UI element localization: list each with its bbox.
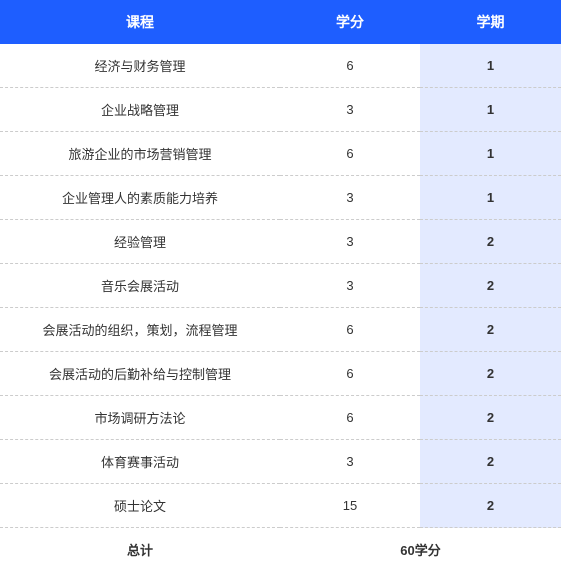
- table-row: 旅游企业的市场营销管理61: [0, 132, 561, 176]
- cell-semester: 1: [420, 88, 561, 132]
- table-row: 硕士论文152: [0, 484, 561, 528]
- table-row: 会展活动的组织，策划，流程管理62: [0, 308, 561, 352]
- table-row: 市场调研方法论62: [0, 396, 561, 440]
- cell-credit: 6: [280, 308, 420, 352]
- cell-credit: 6: [280, 396, 420, 440]
- cell-course: 音乐会展活动: [0, 264, 280, 308]
- course-table: 课程 学分 学期 经济与财务管理61企业战略管理31旅游企业的市场营销管理61企…: [0, 0, 561, 571]
- cell-credit: 6: [280, 44, 420, 88]
- table-row: 企业战略管理31: [0, 88, 561, 132]
- cell-semester: 2: [420, 264, 561, 308]
- cell-semester: 2: [420, 308, 561, 352]
- cell-credit: 3: [280, 88, 420, 132]
- cell-credit: 3: [280, 176, 420, 220]
- table-header-row: 课程 学分 学期: [0, 0, 561, 44]
- cell-course: 会展活动的组织，策划，流程管理: [0, 308, 280, 352]
- table-row: 会展活动的后勤补给与控制管理62: [0, 352, 561, 396]
- cell-course: 硕士论文: [0, 484, 280, 528]
- cell-course: 经济与财务管理: [0, 44, 280, 88]
- header-credit: 学分: [280, 0, 420, 44]
- cell-semester: 1: [420, 176, 561, 220]
- header-course: 课程: [0, 0, 280, 44]
- table-row: 经济与财务管理61: [0, 44, 561, 88]
- cell-semester: 1: [420, 132, 561, 176]
- cell-course: 体育赛事活动: [0, 440, 280, 484]
- cell-credit: 15: [280, 484, 420, 528]
- cell-credit: 6: [280, 132, 420, 176]
- total-label: 总计: [0, 528, 280, 571]
- cell-semester: 2: [420, 396, 561, 440]
- cell-credit: 3: [280, 220, 420, 264]
- table-row: 体育赛事活动32: [0, 440, 561, 484]
- table-row: 企业管理人的素质能力培养31: [0, 176, 561, 220]
- cell-course: 经验管理: [0, 220, 280, 264]
- cell-course: 旅游企业的市场营销管理: [0, 132, 280, 176]
- cell-course: 市场调研方法论: [0, 396, 280, 440]
- cell-semester: 2: [420, 220, 561, 264]
- table-total-row: 总计 60学分: [0, 528, 561, 571]
- cell-course: 企业管理人的素质能力培养: [0, 176, 280, 220]
- cell-semester: 1: [420, 44, 561, 88]
- cell-course: 企业战略管理: [0, 88, 280, 132]
- table-row: 经验管理32: [0, 220, 561, 264]
- total-value: 60学分: [280, 528, 561, 571]
- header-semester: 学期: [420, 0, 561, 44]
- cell-semester: 2: [420, 484, 561, 528]
- cell-course: 会展活动的后勤补给与控制管理: [0, 352, 280, 396]
- cell-credit: 3: [280, 440, 420, 484]
- table-row: 音乐会展活动32: [0, 264, 561, 308]
- cell-semester: 2: [420, 352, 561, 396]
- cell-credit: 3: [280, 264, 420, 308]
- cell-credit: 6: [280, 352, 420, 396]
- cell-semester: 2: [420, 440, 561, 484]
